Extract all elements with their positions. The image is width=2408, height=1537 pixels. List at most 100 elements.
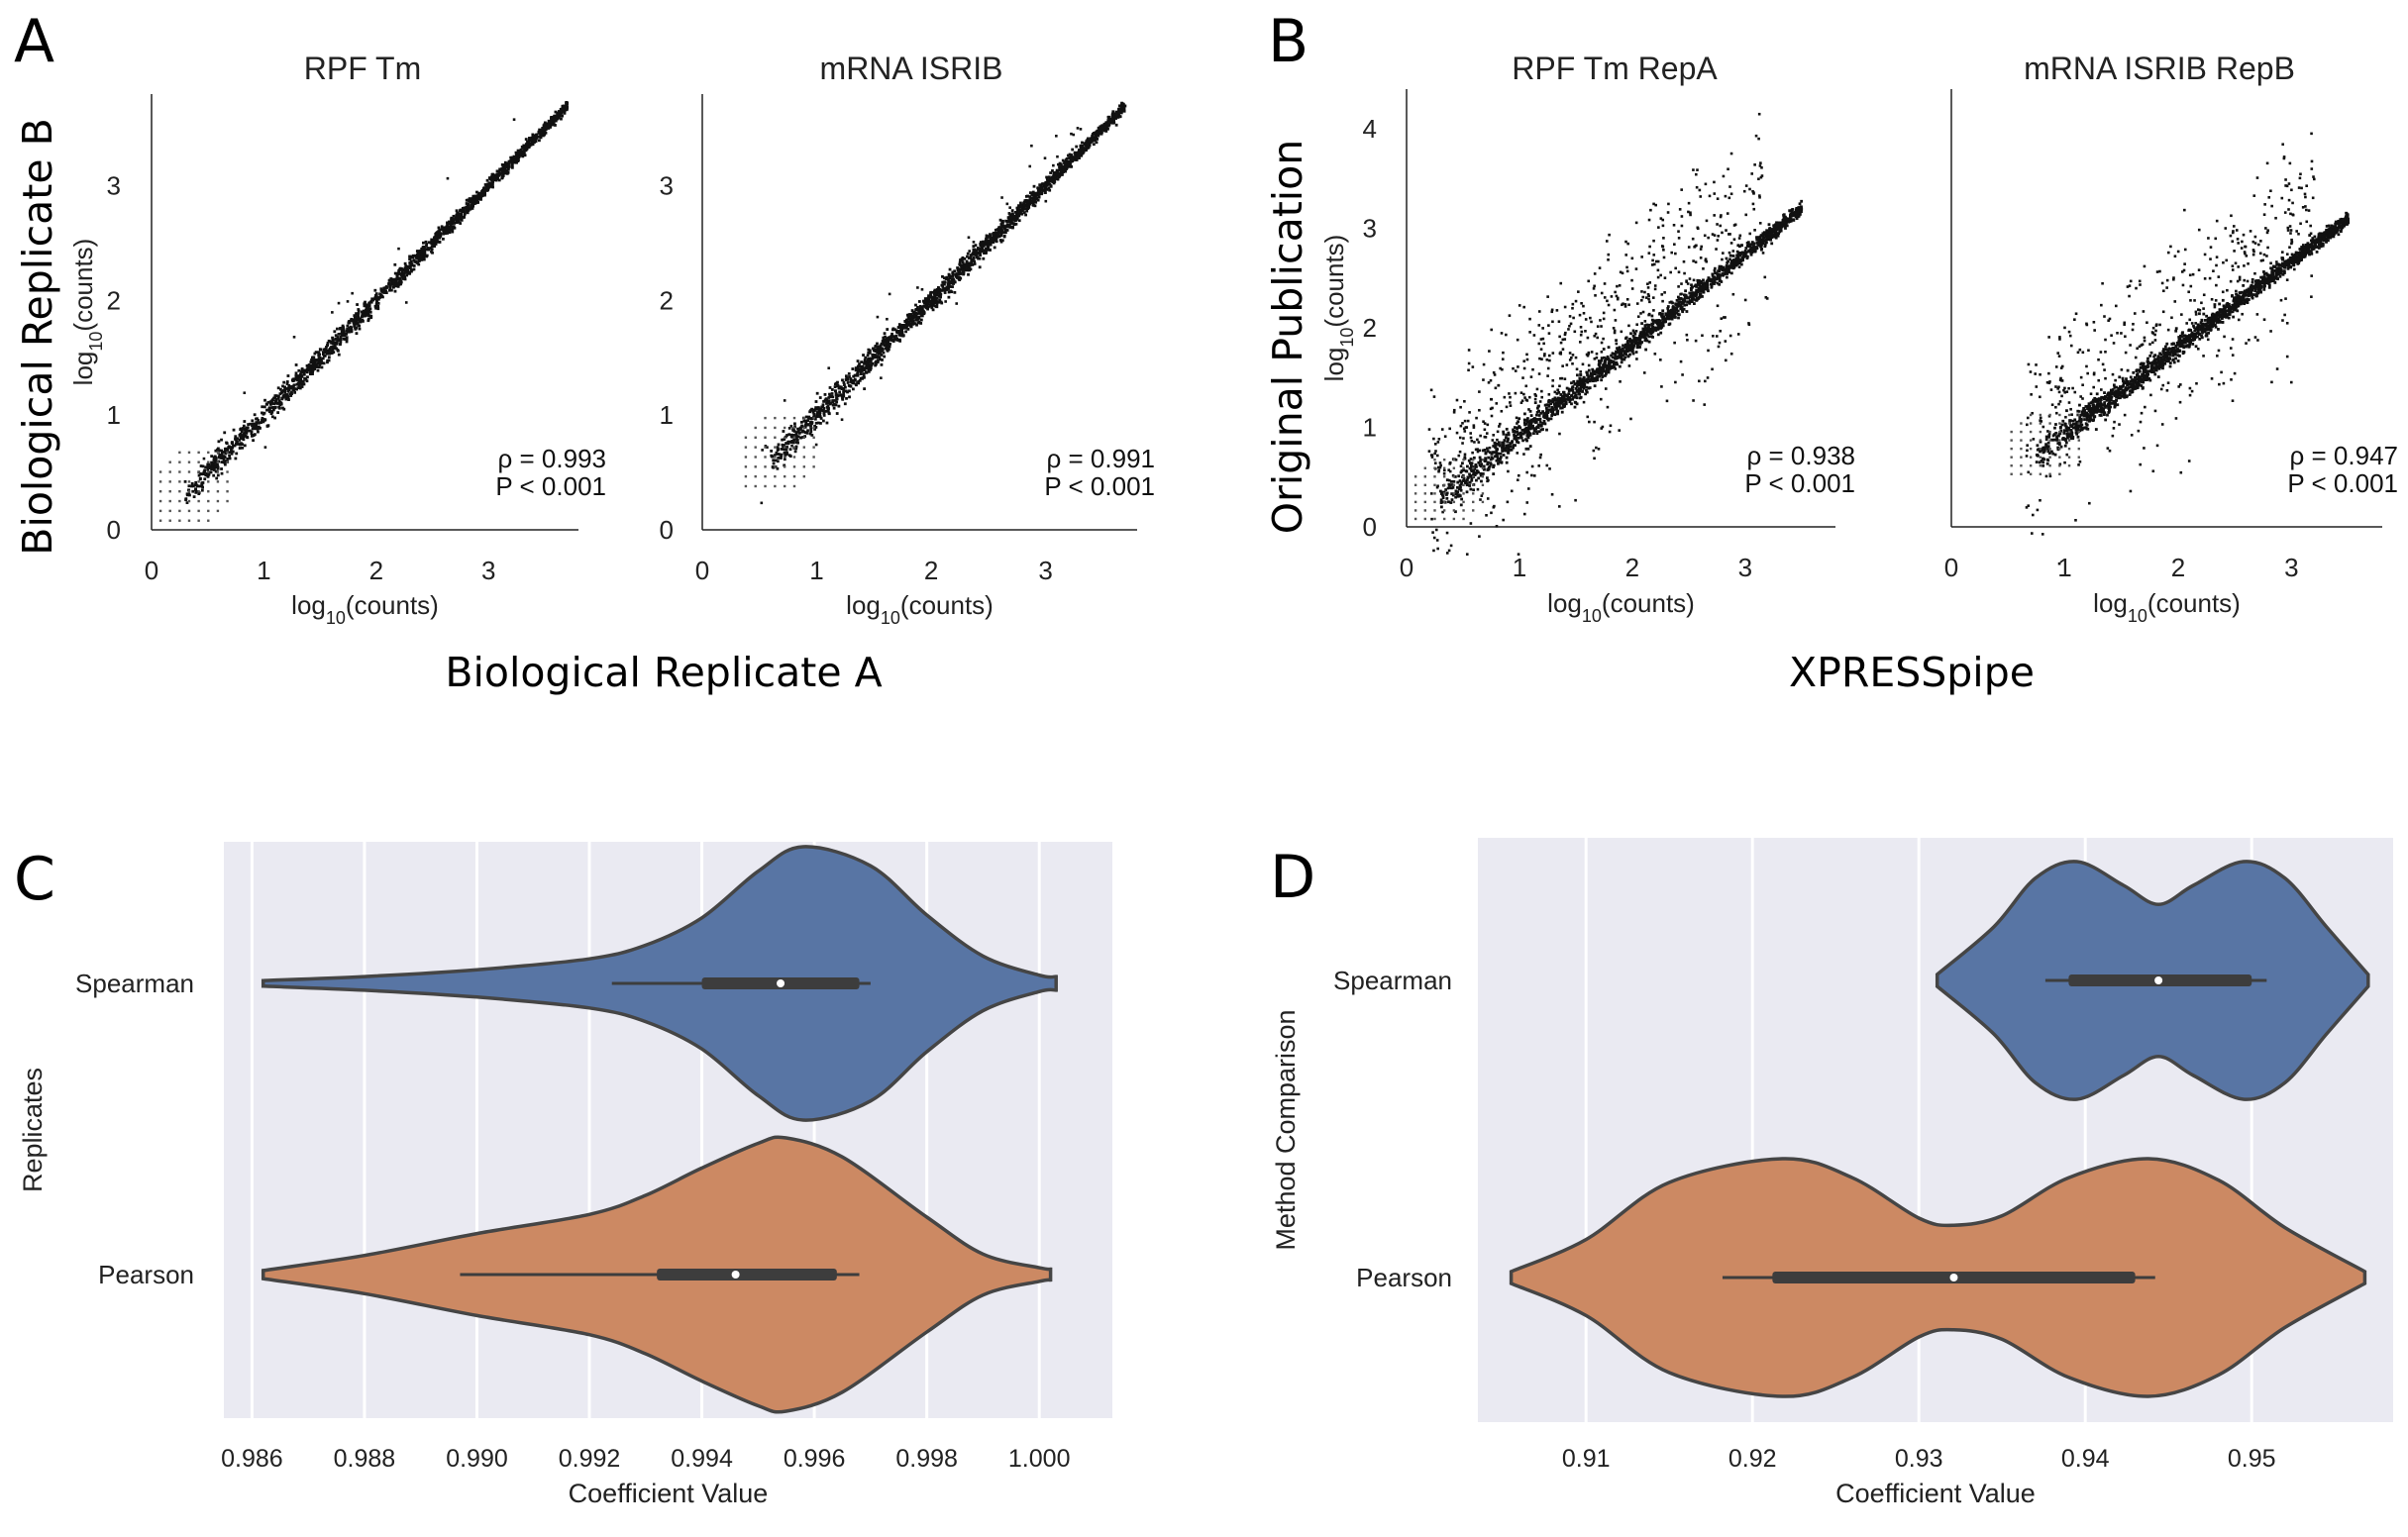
data-point	[412, 264, 416, 267]
data-point	[346, 330, 350, 334]
data-point	[512, 155, 516, 159]
data-point	[246, 426, 250, 430]
data-point	[1713, 268, 1717, 272]
data-point	[524, 149, 528, 153]
data-point	[1716, 281, 1720, 285]
data-point	[967, 236, 971, 240]
data-point	[1539, 411, 1542, 415]
data-point	[1008, 206, 1011, 209]
data-point	[273, 394, 277, 398]
data-point	[495, 169, 499, 173]
data-point	[929, 292, 932, 296]
data-point	[848, 375, 851, 378]
data-point	[760, 501, 764, 505]
data-point	[1054, 176, 1058, 180]
data-point	[1075, 145, 1079, 149]
data-point	[1662, 315, 1666, 319]
data-point	[809, 427, 813, 431]
data-point	[886, 328, 890, 331]
data-point	[865, 370, 869, 374]
data-point	[1079, 144, 1083, 148]
data-point	[396, 284, 400, 288]
data-point	[1081, 147, 1085, 150]
data-point	[771, 455, 775, 459]
data-point	[516, 158, 520, 162]
data-point	[1010, 209, 1014, 213]
data-point	[978, 256, 982, 260]
data-point	[1027, 199, 1031, 203]
data-point	[437, 235, 441, 239]
data-point	[1532, 432, 1535, 436]
data-point	[274, 394, 278, 398]
data-point	[217, 440, 221, 444]
x-tick-label: 1	[809, 556, 823, 585]
data-point	[1761, 234, 1765, 238]
data-point	[327, 350, 331, 354]
data-point	[223, 462, 227, 466]
data-point	[863, 375, 866, 379]
data-point	[1707, 276, 1711, 280]
data-point	[298, 379, 302, 382]
data-point	[299, 379, 303, 383]
data-point	[793, 422, 796, 426]
data-point	[1685, 303, 1689, 307]
data-point	[1501, 444, 1505, 448]
data-point	[363, 314, 366, 318]
data-point	[263, 398, 266, 402]
data-point	[534, 140, 538, 144]
data-point	[744, 484, 748, 488]
data-point	[812, 456, 815, 459]
data-point	[553, 118, 557, 122]
data-point	[368, 307, 372, 311]
data-point	[841, 396, 844, 400]
data-point	[983, 243, 987, 247]
data-point	[391, 281, 395, 285]
data-point	[803, 431, 807, 435]
data-point	[265, 408, 268, 412]
data-point	[770, 449, 774, 453]
data-point	[859, 364, 863, 368]
data-point	[1626, 348, 1630, 351]
data-point	[860, 360, 864, 363]
data-point	[538, 128, 542, 132]
data-point	[931, 308, 935, 312]
data-point	[1529, 418, 1533, 422]
data-point	[1737, 261, 1741, 265]
data-point	[785, 448, 788, 452]
data-point	[902, 326, 906, 330]
data-point	[206, 467, 210, 471]
data-point	[1062, 170, 1065, 174]
data-point	[1545, 428, 1548, 432]
data-point	[826, 404, 830, 408]
data-point	[215, 461, 219, 465]
data-point	[225, 441, 228, 445]
data-point	[1009, 213, 1012, 217]
data-point	[326, 360, 329, 364]
data-point	[1714, 271, 1717, 275]
data-point	[1750, 241, 1754, 244]
data-point	[1481, 472, 1485, 475]
data-point	[891, 339, 895, 343]
data-point	[1518, 417, 1521, 421]
y-tick-label: 2	[107, 285, 121, 315]
data-point	[862, 368, 865, 372]
data-point	[1014, 210, 1017, 214]
data-point	[462, 216, 466, 219]
data-point	[790, 441, 793, 445]
data-point	[869, 357, 873, 360]
data-point	[1621, 349, 1623, 353]
data-point	[347, 321, 351, 325]
data-point	[936, 289, 940, 293]
data-point	[1099, 132, 1103, 136]
data-point	[1000, 196, 1003, 199]
data-point	[754, 465, 757, 468]
data-point	[1640, 335, 1644, 339]
data-point	[446, 221, 449, 225]
data-point	[1492, 445, 1496, 448]
data-point	[1479, 471, 1483, 475]
data-point	[217, 449, 221, 453]
data-point	[382, 291, 386, 294]
data-point	[779, 456, 783, 460]
data-point	[262, 405, 266, 409]
data-point	[802, 456, 806, 459]
